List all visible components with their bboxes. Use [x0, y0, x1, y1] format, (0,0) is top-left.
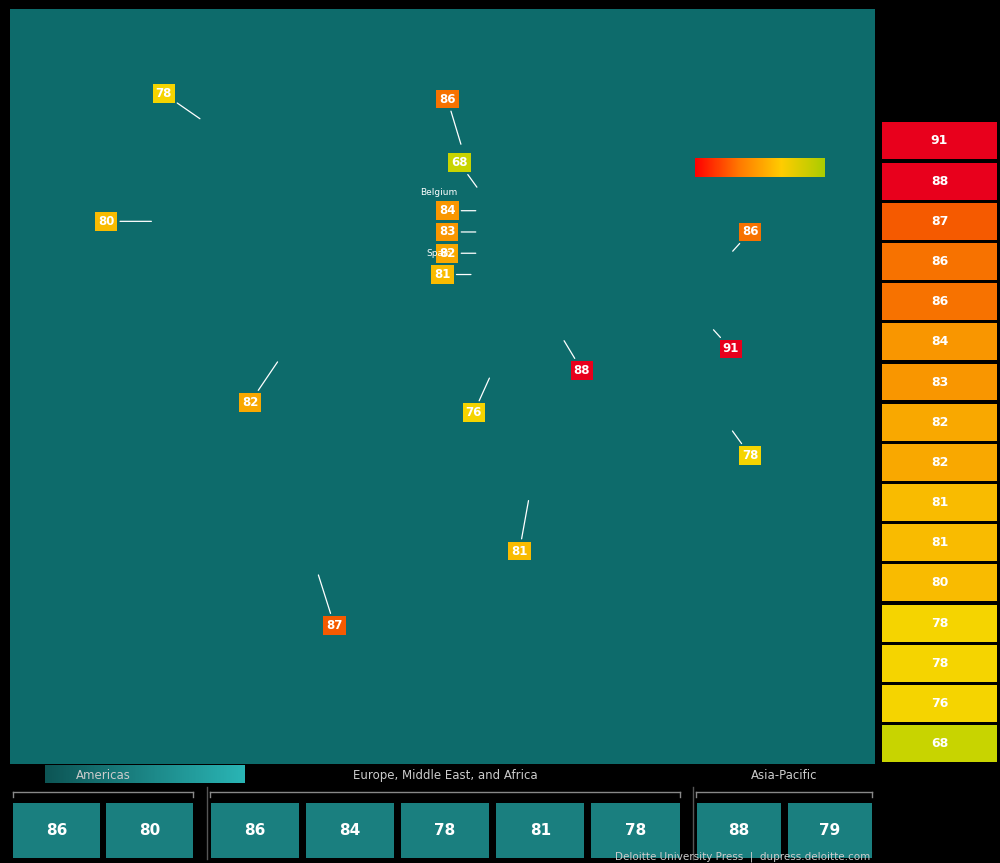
- Text: 82: 82: [242, 362, 278, 409]
- Text: 81: 81: [931, 496, 948, 509]
- Bar: [882, 484, 997, 521]
- Text: 78: 78: [931, 657, 948, 670]
- Text: 78: 78: [732, 431, 758, 462]
- Bar: [882, 645, 997, 682]
- Text: 80: 80: [931, 576, 948, 589]
- Bar: [697, 803, 781, 858]
- Text: Belgium: Belgium: [420, 187, 457, 197]
- Text: 84: 84: [931, 336, 948, 349]
- Text: Deloitte University Press  |  dupress.deloitte.com: Deloitte University Press | dupress.delo…: [615, 852, 871, 862]
- Bar: [882, 162, 997, 199]
- Text: 91: 91: [713, 330, 739, 356]
- Bar: [106, 803, 193, 858]
- Text: 68: 68: [931, 737, 948, 750]
- Text: Americas: Americas: [76, 769, 130, 782]
- Text: 79: 79: [819, 823, 840, 838]
- Bar: [882, 524, 997, 561]
- Bar: [401, 803, 489, 858]
- Text: 68: 68: [451, 156, 477, 187]
- Text: 86: 86: [46, 823, 67, 838]
- Bar: [882, 203, 997, 240]
- Text: 86: 86: [244, 823, 265, 838]
- Bar: [591, 803, 680, 858]
- Bar: [306, 803, 394, 858]
- Bar: [496, 803, 584, 858]
- Bar: [13, 803, 100, 858]
- Bar: [882, 444, 997, 481]
- Text: 78: 78: [625, 823, 646, 838]
- Bar: [882, 123, 997, 160]
- Text: 78: 78: [931, 616, 948, 630]
- Bar: [882, 283, 997, 320]
- Text: 88: 88: [931, 174, 948, 187]
- Text: 80: 80: [98, 215, 151, 228]
- Text: Spain: Spain: [427, 249, 452, 258]
- Text: 78: 78: [156, 87, 200, 119]
- Bar: [882, 685, 997, 722]
- Bar: [788, 803, 872, 858]
- Text: 86: 86: [733, 225, 758, 251]
- Text: 81: 81: [434, 268, 471, 281]
- Bar: [882, 404, 997, 441]
- Bar: [882, 243, 997, 280]
- Text: 88: 88: [564, 341, 590, 377]
- Text: 83: 83: [931, 375, 948, 388]
- Text: 82: 82: [439, 247, 476, 260]
- Bar: [882, 605, 997, 641]
- Bar: [211, 803, 299, 858]
- Text: 83: 83: [439, 225, 476, 238]
- Bar: [882, 324, 997, 361]
- Text: 88: 88: [728, 823, 749, 838]
- Text: 86: 86: [439, 92, 461, 144]
- Text: 81: 81: [931, 536, 948, 549]
- Text: 82: 82: [931, 456, 948, 469]
- Text: 87: 87: [318, 575, 343, 632]
- Text: 82: 82: [931, 416, 948, 429]
- Text: Europe, Middle East, and Africa: Europe, Middle East, and Africa: [353, 769, 537, 782]
- Bar: [882, 363, 997, 400]
- Text: 91: 91: [931, 135, 948, 148]
- Text: 86: 86: [931, 255, 948, 268]
- Text: 86: 86: [931, 295, 948, 308]
- Bar: [882, 725, 997, 762]
- Text: 81: 81: [530, 823, 551, 838]
- Text: 78: 78: [434, 823, 456, 838]
- Text: 84: 84: [439, 205, 476, 217]
- Text: 76: 76: [466, 378, 489, 419]
- Text: 87: 87: [931, 215, 948, 228]
- Bar: [882, 564, 997, 602]
- Text: 84: 84: [339, 823, 361, 838]
- Text: 76: 76: [931, 697, 948, 710]
- Text: 81: 81: [511, 501, 529, 557]
- Text: Asia-Pacific: Asia-Pacific: [751, 769, 817, 782]
- Text: 80: 80: [139, 823, 160, 838]
